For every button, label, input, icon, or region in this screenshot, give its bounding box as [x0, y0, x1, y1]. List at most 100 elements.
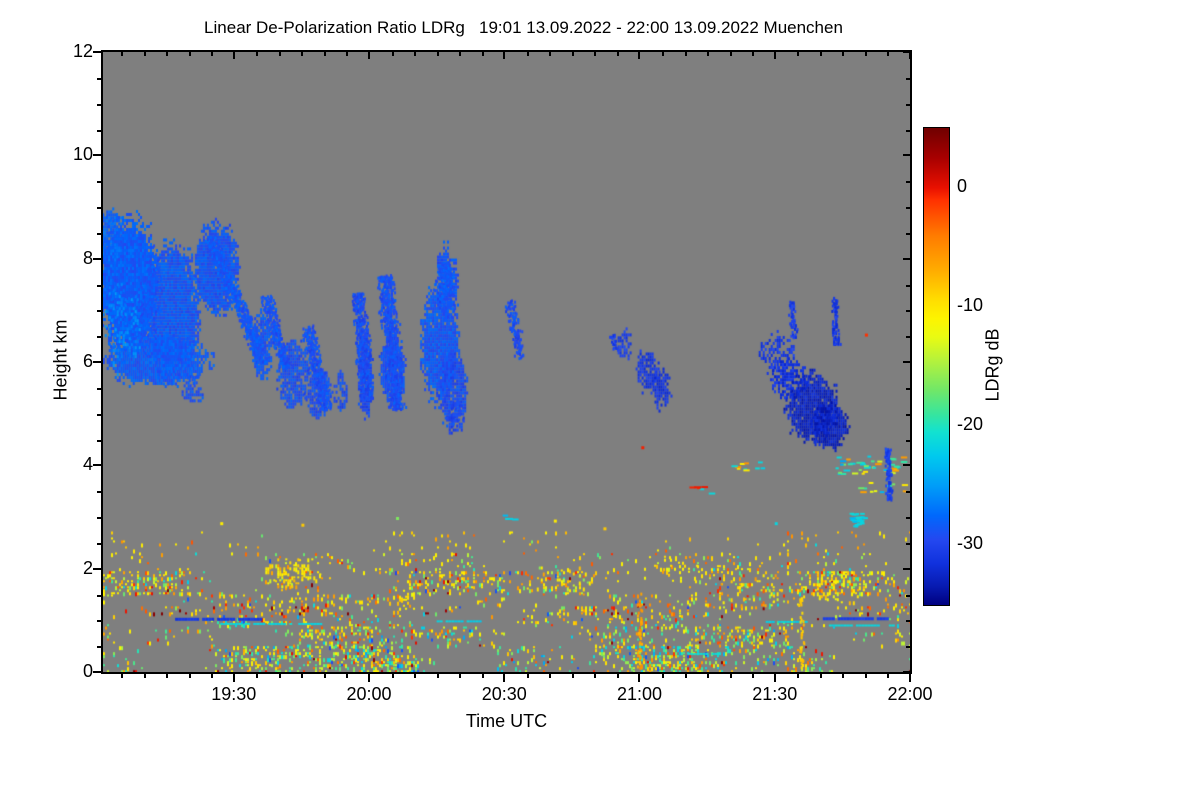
x-major-tick-top	[638, 52, 641, 59]
colorbar-axis-label: LDRg dB	[982, 328, 1003, 402]
x-major-tick	[503, 674, 506, 682]
x-minor-tick-top	[752, 52, 755, 56]
y-minor-tick	[97, 310, 101, 313]
x-minor-tick-top	[278, 52, 281, 56]
y-minor-tick-right	[906, 387, 910, 390]
x-minor-tick	[842, 674, 845, 678]
y-minor-tick	[97, 517, 101, 519]
y-minor-tick-right	[906, 103, 910, 106]
x-minor-tick-top	[436, 52, 439, 56]
y-major-tick	[93, 51, 101, 53]
x-minor-tick-top	[887, 52, 890, 56]
y-major-tick-right	[903, 154, 910, 157]
x-minor-tick	[121, 674, 124, 678]
x-tick-label: 19:30	[211, 684, 257, 704]
x-minor-tick-top	[121, 52, 124, 56]
y-minor-tick-right	[906, 413, 910, 416]
y-minor-tick	[97, 620, 101, 623]
y-minor-tick-right	[906, 491, 910, 494]
y-tick-label: 2	[82, 557, 93, 578]
y-tick-label: 10	[72, 144, 93, 165]
heatmap-canvas	[103, 52, 910, 672]
x-major-tick-top	[773, 52, 776, 59]
y-tick-label: 4	[82, 454, 93, 475]
x-minor-tick	[616, 674, 619, 678]
x-major-tick-top	[367, 52, 370, 59]
x-tick-label: 21:00	[616, 684, 663, 704]
x-minor-tick	[707, 674, 710, 678]
y-minor-tick	[97, 336, 101, 339]
x-minor-tick-top	[166, 52, 169, 56]
x-minor-tick	[391, 674, 394, 678]
y-major-tick-right	[903, 671, 910, 673]
x-major-tick	[232, 674, 235, 682]
chart-title: Linear De-Polarization Ratio LDRg 19:01 …	[204, 18, 843, 37]
x-major-tick-top	[232, 52, 235, 59]
x-minor-tick-top	[526, 52, 529, 56]
y-major-tick-right	[903, 567, 910, 570]
colorbar-tick-label: 0	[957, 175, 968, 196]
y-major-tick	[93, 671, 101, 673]
x-tick-label: 20:00	[346, 684, 392, 704]
y-minor-tick	[97, 387, 101, 390]
x-minor-tick	[188, 674, 191, 678]
y-minor-tick-right	[906, 232, 910, 235]
x-axis-label: Time UTC	[465, 711, 548, 731]
x-minor-tick	[301, 674, 304, 678]
x-minor-tick	[729, 674, 732, 678]
y-minor-tick	[97, 413, 101, 416]
y-minor-tick	[97, 491, 101, 494]
y-tick-label: 8	[82, 247, 93, 268]
y-major-tick	[93, 257, 101, 260]
x-minor-tick-top	[571, 52, 574, 56]
x-minor-tick-top	[662, 52, 665, 56]
y-minor-tick	[97, 207, 101, 209]
y-minor-tick-right	[906, 517, 910, 519]
y-minor-tick-right	[906, 77, 910, 80]
x-minor-tick-top	[549, 52, 552, 56]
x-major-tick	[909, 674, 911, 682]
x-minor-tick-top	[481, 52, 484, 56]
y-minor-tick-right	[906, 336, 910, 339]
x-major-tick	[367, 674, 370, 682]
x-minor-tick-top	[729, 52, 732, 56]
x-minor-tick	[752, 674, 755, 678]
y-major-tick	[93, 464, 101, 467]
y-major-tick-right	[903, 51, 910, 53]
y-minor-tick	[97, 594, 101, 597]
x-minor-tick-top	[819, 52, 822, 56]
x-minor-tick	[346, 674, 349, 678]
x-minor-tick	[166, 674, 169, 678]
x-minor-tick	[256, 674, 259, 678]
colorbar	[923, 127, 950, 606]
y-minor-tick-right	[906, 207, 910, 209]
x-minor-tick-top	[256, 52, 259, 56]
y-minor-tick-right	[906, 620, 910, 623]
y-minor-tick	[97, 181, 101, 184]
x-minor-tick	[459, 674, 462, 678]
plot-frame	[101, 50, 912, 674]
x-minor-tick	[481, 674, 484, 678]
colorbar-tick-label: -30	[957, 533, 984, 554]
x-minor-tick-top	[301, 52, 304, 56]
y-minor-tick-right	[906, 181, 910, 184]
x-major-tick-top	[503, 52, 506, 59]
x-minor-tick	[662, 674, 665, 678]
colorbar-tick-label: -10	[957, 294, 984, 315]
x-minor-tick	[549, 674, 552, 678]
y-minor-tick	[97, 77, 101, 80]
y-minor-tick-right	[906, 594, 910, 597]
x-minor-tick-top	[211, 52, 214, 56]
x-tick-label: 22:00	[887, 684, 933, 704]
x-major-tick-top	[909, 52, 911, 59]
x-minor-tick-top	[459, 52, 462, 56]
x-minor-tick-top	[346, 52, 349, 56]
x-minor-tick-top	[842, 52, 845, 56]
x-minor-tick	[797, 674, 800, 678]
x-minor-tick-top	[143, 52, 146, 56]
y-minor-tick	[97, 232, 101, 235]
x-minor-tick	[278, 674, 281, 678]
x-minor-tick-top	[594, 52, 597, 56]
y-tick-label: 6	[82, 351, 93, 371]
